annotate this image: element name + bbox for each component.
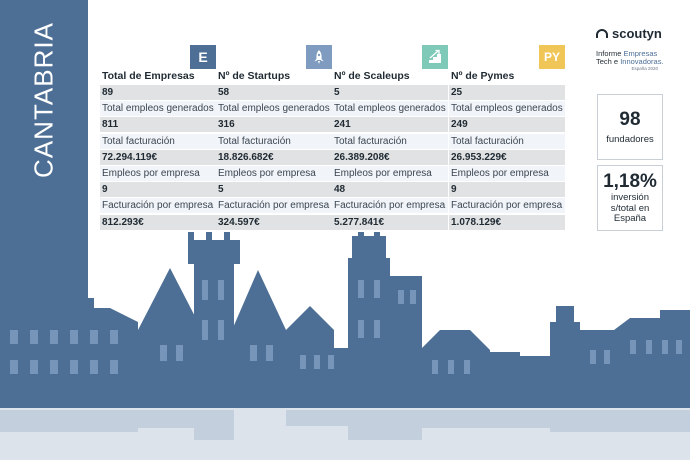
revenue-label: Total facturación — [449, 133, 565, 149]
column-title: Total de Empresas — [102, 70, 195, 82]
brand-name: scoutyn — [612, 26, 662, 41]
skyline-reflection — [0, 410, 690, 440]
revenue-per-company-value: 812.293€ — [100, 214, 216, 230]
employees-value: 811 — [100, 117, 216, 133]
employees-value: 249 — [449, 117, 565, 133]
revenue-value: 26.953.229€ — [449, 149, 565, 165]
revenue-label: Total facturación — [332, 133, 448, 149]
employees-per-company-value: 9 — [100, 182, 216, 198]
revenue-per-company-value: 324.597€ — [216, 214, 332, 230]
founders-label: fundadores — [606, 133, 654, 145]
employees-per-company-label: Empleos por empresa — [216, 165, 332, 181]
founders-value: 98 — [619, 108, 641, 130]
skyline-buildings — [0, 232, 690, 408]
revenue-value: 18.826.682€ — [216, 149, 332, 165]
column-title: Nº de Startups — [218, 70, 291, 82]
employees-per-company-label: Empleos por empresa — [100, 165, 216, 181]
employees-per-company-value: 5 — [216, 182, 332, 198]
badge-pymes: PY — [539, 45, 565, 69]
rocket-icon — [306, 45, 332, 69]
revenue-label: Total facturación — [100, 133, 216, 149]
employees-label: Total empleos generados — [216, 101, 332, 117]
report-line-2: Tech e — [596, 57, 621, 66]
revenue-value: 72.294.119€ — [100, 149, 216, 165]
report-line-2-highlight: Innovadoras. — [620, 57, 664, 66]
skyline-windows — [10, 280, 682, 374]
revenue-per-company-value: 5.277.841€ — [332, 214, 448, 230]
employees-label: Total empleos generados — [332, 101, 448, 117]
count-value: 5 — [332, 85, 448, 100]
revenue-label: Total facturación — [216, 133, 332, 149]
logo-mark-icon — [596, 28, 608, 38]
employees-label: Total empleos generados — [100, 101, 216, 117]
column-title: Nº de Pymes — [451, 70, 515, 82]
investment-label-3: España — [613, 213, 647, 225]
revenue-per-company-label: Facturación por empresa — [216, 198, 332, 214]
column-title: Nº de Scaleups — [334, 70, 410, 82]
investment-value: 1,18% — [603, 171, 657, 193]
revenue-value: 26.389.208€ — [332, 149, 448, 165]
employees-value: 316 — [216, 117, 332, 133]
report-title: Informe Empresas Tech e Innovadoras. — [596, 50, 676, 66]
revenue-per-company-label: Facturación por empresa — [100, 198, 216, 214]
report-edition: España 2020 — [631, 66, 658, 71]
investment-label-1: inversión — [610, 192, 650, 204]
report-line-1: Informe — [596, 49, 624, 58]
employees-per-company-label: Empleos por empresa — [332, 165, 448, 181]
brand-block: scoutyn Informe Empresas Tech e Innovado… — [596, 26, 676, 71]
scale-stairs-icon — [422, 45, 448, 69]
employees-per-company-label: Empleos por empresa — [449, 165, 565, 181]
count-value: 89 — [100, 85, 216, 100]
revenue-per-company-label: Facturación por empresa — [332, 198, 448, 214]
badge-empresas: E — [190, 45, 216, 69]
revenue-per-company-value: 1.078.129€ — [449, 214, 565, 230]
revenue-per-company-label: Facturación por empresa — [449, 198, 565, 214]
count-value: 58 — [216, 85, 332, 100]
count-value: 25 — [449, 85, 565, 100]
employees-value: 241 — [332, 117, 448, 133]
scoutyn-logo: scoutyn — [596, 26, 676, 41]
investment-label-2: s/total en — [610, 202, 650, 214]
employees-label: Total empleos generados — [449, 101, 565, 117]
founders-stat: 98 fundadores — [597, 94, 663, 160]
report-line-1-highlight: Empresas — [623, 49, 658, 58]
employees-per-company-value: 9 — [449, 182, 565, 198]
investment-stat: 1,18% inversión s/total en España — [597, 165, 663, 231]
employees-per-company-value: 48 — [332, 182, 448, 198]
